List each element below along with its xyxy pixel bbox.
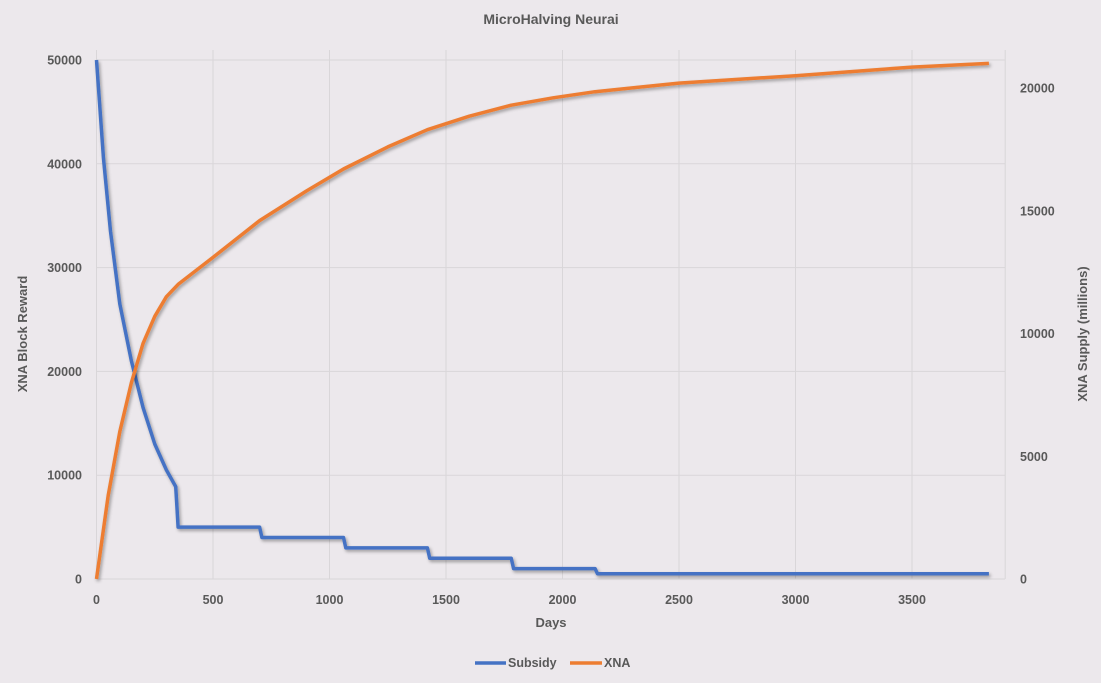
x-tick-label: 1000 bbox=[316, 593, 344, 607]
legend-subsidy-label: Subsidy bbox=[508, 656, 557, 670]
y2-tick-label: 5000 bbox=[1020, 450, 1048, 464]
legend: Subsidy XNA bbox=[475, 656, 630, 670]
y2-tick-label: 10000 bbox=[1020, 327, 1055, 341]
series-line-xna bbox=[94, 61, 989, 580]
y2-tick-label: 20000 bbox=[1020, 82, 1055, 96]
x-tick-label: 0 bbox=[93, 593, 100, 607]
x-tick-label: 2000 bbox=[549, 593, 577, 607]
y2-tick-label: 0 bbox=[1020, 573, 1027, 587]
legend-xna-label: XNA bbox=[604, 656, 630, 670]
y-tick-label: 20000 bbox=[47, 365, 82, 379]
gridlines bbox=[96, 50, 1006, 580]
y2-axis-label: XNA Supply (millions) bbox=[1075, 266, 1090, 401]
y-tick-label: 0 bbox=[75, 573, 82, 587]
y-tick-label: 40000 bbox=[47, 157, 82, 171]
y-axis-label: XNA Block Reward bbox=[15, 276, 30, 393]
x-axis-ticks: 0 500 1000 1500 2000 2500 3000 3500 bbox=[93, 593, 926, 607]
y-tick-label: 10000 bbox=[47, 469, 82, 483]
x-axis-label: Days bbox=[535, 615, 566, 630]
x-tick-label: 500 bbox=[203, 593, 224, 607]
x-tick-label: 1500 bbox=[432, 593, 460, 607]
chart-title: MicroHalving Neurai bbox=[483, 11, 618, 27]
y2-tick-label: 15000 bbox=[1020, 204, 1055, 218]
x-tick-label: 3500 bbox=[898, 593, 926, 607]
x-tick-label: 3000 bbox=[782, 593, 810, 607]
series-line-subsidy bbox=[94, 59, 989, 576]
y-axis-ticks: 0 10000 20000 30000 40000 50000 bbox=[47, 54, 82, 587]
x-tick-label: 2500 bbox=[665, 593, 693, 607]
y2-axis-ticks: 0 5000 10000 15000 20000 bbox=[1020, 82, 1055, 587]
plot-series bbox=[94, 59, 989, 580]
y-tick-label: 50000 bbox=[47, 54, 82, 68]
y-tick-label: 30000 bbox=[47, 261, 82, 275]
